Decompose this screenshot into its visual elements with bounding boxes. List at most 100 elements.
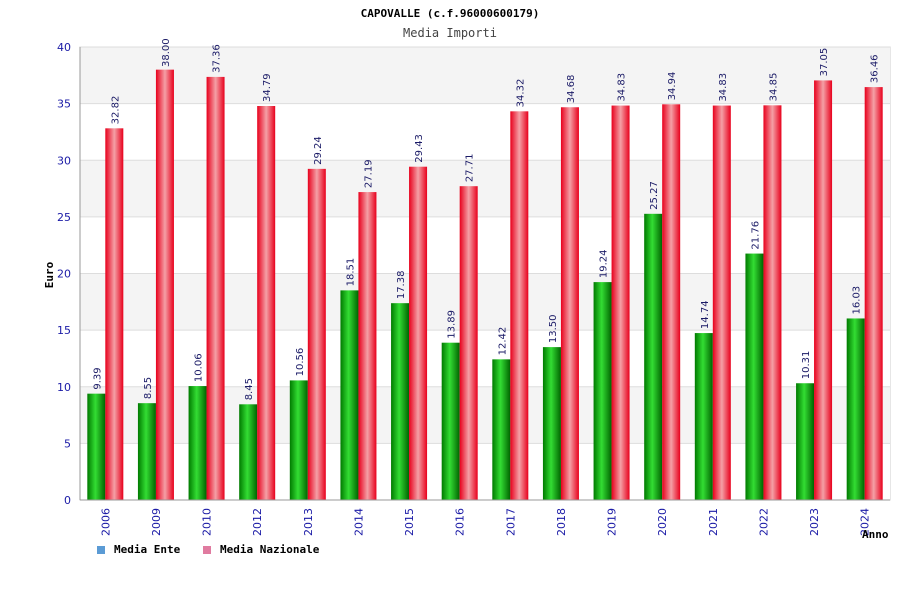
data-label-nazionale: 38.00 — [161, 38, 172, 67]
y-tick-label: 20 — [57, 268, 71, 281]
x-axis-label: Anno — [862, 528, 889, 541]
x-tick-label: 2006 — [99, 508, 112, 536]
data-label-nazionale: 34.83 — [718, 73, 729, 102]
y-tick-label: 25 — [57, 211, 71, 224]
data-label-ente: 19.24 — [599, 249, 610, 278]
bar-media-ente — [188, 386, 207, 500]
x-tick-label: 2014 — [352, 508, 365, 536]
bar-media-nazionale — [409, 166, 428, 500]
y-tick-label: 40 — [57, 41, 71, 54]
bar-media-nazionale — [560, 107, 579, 501]
data-label-ente: 10.06 — [194, 353, 205, 382]
legend: Media Ente Media Nazionale — [97, 543, 320, 556]
data-label-nazionale: 34.85 — [768, 73, 779, 102]
bar-media-nazionale — [257, 106, 276, 501]
data-label-nazionale: 29.24 — [313, 136, 324, 165]
x-tick-label: 2022 — [757, 508, 770, 536]
x-tick-label: 2019 — [606, 508, 619, 536]
data-label-ente: 8.45 — [244, 378, 255, 400]
bar-media-ente — [87, 393, 106, 500]
bar-media-nazionale — [358, 192, 377, 501]
data-label-ente: 18.51 — [345, 258, 356, 287]
bar-media-nazionale — [206, 76, 225, 500]
bar-media-nazionale — [763, 105, 782, 500]
bars-layer — [87, 69, 883, 501]
bar-media-ente — [137, 403, 156, 500]
data-label-ente: 13.50 — [548, 314, 559, 343]
y-tick-label: 35 — [57, 98, 71, 111]
bar-media-nazionale — [105, 128, 124, 500]
data-label-nazionale: 29.43 — [414, 134, 425, 163]
data-label-ente: 10.31 — [801, 351, 812, 380]
data-label-ente: 8.55 — [143, 377, 154, 399]
y-tick-label: 0 — [64, 494, 71, 507]
data-label-nazionale: 34.83 — [617, 73, 628, 102]
chart-subtitle: Media Importi — [403, 26, 497, 40]
data-label-nazionale: 27.71 — [465, 154, 476, 183]
x-tick-label: 2015 — [403, 508, 416, 536]
data-label-ente: 25.27 — [649, 181, 660, 210]
bar-media-ente — [796, 383, 815, 500]
bar-media-nazionale — [510, 111, 529, 501]
data-label-ente: 13.89 — [447, 310, 458, 339]
y-tick-label: 30 — [57, 154, 71, 167]
x-tick-label: 2023 — [808, 508, 821, 536]
x-tick-label: 2021 — [707, 508, 720, 536]
bar-media-nazionale — [459, 186, 478, 500]
legend-label-ente: Media Ente — [114, 543, 181, 556]
data-label-nazionale: 27.19 — [363, 159, 374, 188]
y-axis-label: Euro — [43, 261, 56, 288]
data-labels-layer: 9.39 32.82 8.55 38.00 10.06 37.36 8.45 34.79 10.… — [92, 38, 880, 400]
legend-label-nazionale: Media Nazionale — [220, 543, 320, 556]
bar-media-nazionale — [155, 69, 174, 501]
bar-media-nazionale — [611, 105, 630, 501]
bar-media-ente — [289, 380, 308, 500]
bar-media-ente — [492, 359, 511, 500]
axes-layer: 0 5 10 15 20 25 30 35 40 2006 2009 2010 2012 2013 2014… — [57, 41, 890, 536]
bar-media-ente — [593, 282, 612, 500]
bar-media-ente — [694, 333, 713, 500]
data-label-nazionale: 37.36 — [212, 44, 223, 73]
bar-media-ente — [745, 253, 764, 500]
x-tick-label: 2018 — [555, 508, 568, 536]
bar-media-nazionale — [307, 168, 326, 500]
data-label-nazionale: 34.68 — [566, 75, 577, 104]
bar-media-ente — [542, 347, 561, 500]
x-tick-label: 2016 — [454, 508, 467, 536]
data-label-ente: 12.42 — [497, 327, 508, 356]
bar-media-ente — [441, 342, 460, 500]
x-tick-label: 2010 — [201, 508, 214, 536]
data-label-nazionale: 36.46 — [870, 54, 881, 83]
legend-swatch-ente — [97, 546, 105, 554]
bar-media-nazionale — [814, 80, 833, 500]
data-label-ente: 16.03 — [852, 286, 863, 315]
bar-media-ente — [239, 404, 258, 500]
data-label-ente: 14.74 — [700, 300, 711, 329]
bar-media-ente — [391, 303, 410, 500]
x-tick-label: 2024 — [859, 508, 872, 536]
bar-media-nazionale — [712, 105, 731, 501]
bar-media-ente — [846, 318, 865, 500]
bar-media-ente — [644, 213, 663, 500]
y-tick-label: 5 — [64, 437, 71, 450]
data-label-ente: 21.76 — [750, 221, 761, 250]
x-tick-label: 2020 — [656, 508, 669, 536]
data-label-nazionale: 34.32 — [515, 79, 526, 108]
bar-media-nazionale — [662, 104, 681, 500]
data-label-nazionale: 32.82 — [110, 96, 121, 125]
bar-media-nazionale — [864, 87, 883, 500]
x-tick-label: 2013 — [302, 508, 315, 536]
data-label-nazionale: 34.79 — [262, 73, 273, 102]
x-tick-label: 2017 — [504, 508, 517, 536]
x-tick-label: 2009 — [150, 508, 163, 536]
y-tick-label: 10 — [57, 381, 71, 394]
data-label-nazionale: 37.05 — [819, 48, 830, 77]
data-label-ente: 9.39 — [92, 367, 103, 389]
chart-title: CAPOVALLE (c.f.96000600179) — [361, 7, 540, 20]
data-label-nazionale: 34.94 — [667, 72, 678, 101]
legend-swatch-nazionale — [203, 546, 211, 554]
x-tick-label: 2012 — [251, 508, 264, 536]
data-label-ente: 17.38 — [396, 271, 407, 300]
bar-media-ente — [340, 290, 359, 500]
